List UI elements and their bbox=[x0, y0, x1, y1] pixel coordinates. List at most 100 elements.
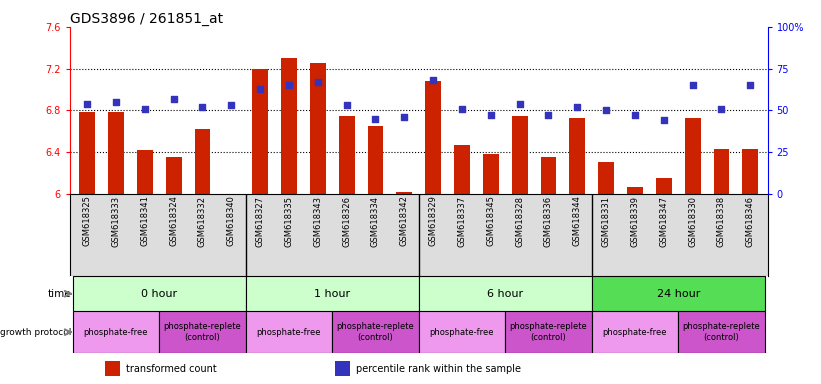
Bar bbox=[419, 276, 592, 311]
Text: GSM618327: GSM618327 bbox=[255, 195, 264, 247]
Text: phosphate-replete
(control): phosphate-replete (control) bbox=[510, 323, 587, 342]
Text: GDS3896 / 261851_at: GDS3896 / 261851_at bbox=[70, 12, 223, 26]
Text: 1 hour: 1 hour bbox=[314, 289, 351, 299]
Bar bbox=[333, 311, 419, 353]
Bar bbox=[713, 149, 729, 194]
Bar bbox=[245, 311, 333, 353]
Point bbox=[686, 82, 699, 88]
Text: 0 hour: 0 hour bbox=[141, 289, 177, 299]
Text: phosphate-replete
(control): phosphate-replete (control) bbox=[337, 323, 415, 342]
Point bbox=[427, 77, 440, 83]
Text: GSM618331: GSM618331 bbox=[602, 195, 611, 247]
Bar bbox=[419, 311, 505, 353]
Point bbox=[196, 104, 209, 110]
Text: GSM618347: GSM618347 bbox=[659, 195, 668, 247]
Text: GSM618328: GSM618328 bbox=[515, 195, 524, 247]
Text: GSM618337: GSM618337 bbox=[457, 195, 466, 247]
Text: GSM618332: GSM618332 bbox=[198, 195, 207, 247]
Bar bbox=[368, 126, 383, 194]
Text: percentile rank within the sample: percentile rank within the sample bbox=[356, 364, 521, 374]
Point bbox=[80, 101, 94, 107]
Bar bbox=[195, 129, 210, 194]
Point bbox=[599, 108, 612, 114]
Text: GSM618336: GSM618336 bbox=[544, 195, 553, 247]
Point bbox=[658, 118, 671, 124]
Bar bbox=[627, 187, 643, 194]
Text: phosphate-replete
(control): phosphate-replete (control) bbox=[682, 323, 760, 342]
Text: GSM618339: GSM618339 bbox=[631, 195, 640, 247]
Point bbox=[254, 86, 267, 92]
Bar bbox=[105, 361, 120, 376]
Point bbox=[167, 96, 180, 102]
Bar bbox=[245, 276, 419, 311]
Point bbox=[513, 101, 526, 107]
Point bbox=[744, 82, 757, 88]
Text: GSM618345: GSM618345 bbox=[486, 195, 495, 247]
Point bbox=[225, 102, 238, 108]
Text: phosphate-free: phosphate-free bbox=[257, 328, 321, 337]
Bar bbox=[685, 118, 700, 194]
Bar bbox=[511, 116, 528, 194]
Text: 24 hour: 24 hour bbox=[657, 289, 700, 299]
Bar bbox=[742, 149, 759, 194]
Text: GSM618342: GSM618342 bbox=[400, 195, 409, 247]
Text: GSM618338: GSM618338 bbox=[717, 195, 726, 247]
Point bbox=[340, 102, 353, 108]
Text: 6 hour: 6 hour bbox=[487, 289, 523, 299]
Bar bbox=[483, 154, 498, 194]
Text: GSM618346: GSM618346 bbox=[745, 195, 754, 247]
Text: phosphate-replete
(control): phosphate-replete (control) bbox=[163, 323, 241, 342]
Bar bbox=[339, 116, 355, 194]
Bar bbox=[159, 311, 245, 353]
Text: GSM618335: GSM618335 bbox=[284, 195, 293, 247]
Bar bbox=[656, 178, 672, 194]
Point bbox=[542, 113, 555, 119]
Bar bbox=[397, 192, 412, 194]
Text: transformed count: transformed count bbox=[126, 364, 217, 374]
Point bbox=[456, 106, 469, 112]
Point bbox=[369, 116, 382, 122]
Text: GSM618334: GSM618334 bbox=[371, 195, 380, 247]
Bar bbox=[570, 118, 585, 194]
Point bbox=[715, 106, 728, 112]
Bar bbox=[599, 162, 614, 194]
Bar bbox=[540, 157, 557, 194]
Bar bbox=[592, 311, 678, 353]
Bar bbox=[137, 150, 153, 194]
Text: time: time bbox=[48, 289, 71, 299]
Text: GSM618333: GSM618333 bbox=[112, 195, 121, 247]
Bar bbox=[79, 113, 95, 194]
Text: GSM618329: GSM618329 bbox=[429, 195, 438, 247]
Bar bbox=[335, 361, 351, 376]
Point bbox=[282, 82, 296, 88]
Bar bbox=[678, 311, 764, 353]
Bar bbox=[281, 58, 297, 194]
Text: phosphate-free: phosphate-free bbox=[603, 328, 667, 337]
Text: GSM618340: GSM618340 bbox=[227, 195, 236, 247]
Text: GSM618330: GSM618330 bbox=[688, 195, 697, 247]
Bar bbox=[166, 157, 181, 194]
Text: GSM618325: GSM618325 bbox=[83, 195, 92, 247]
Bar bbox=[505, 311, 592, 353]
Text: phosphate-free: phosphate-free bbox=[84, 328, 148, 337]
Point bbox=[109, 99, 122, 105]
Bar bbox=[73, 311, 159, 353]
Bar bbox=[73, 276, 245, 311]
Text: growth protocol: growth protocol bbox=[0, 328, 71, 337]
Text: phosphate-free: phosphate-free bbox=[429, 328, 494, 337]
Bar bbox=[108, 113, 124, 194]
Bar bbox=[592, 276, 764, 311]
Point bbox=[628, 113, 641, 119]
Text: GSM618324: GSM618324 bbox=[169, 195, 178, 247]
Point bbox=[397, 114, 410, 120]
Bar bbox=[454, 145, 470, 194]
Bar bbox=[310, 63, 326, 194]
Text: GSM618326: GSM618326 bbox=[342, 195, 351, 247]
Text: GSM618344: GSM618344 bbox=[573, 195, 582, 247]
Point bbox=[571, 104, 584, 110]
Point bbox=[484, 113, 498, 119]
Point bbox=[311, 79, 324, 85]
Bar bbox=[252, 69, 268, 194]
Point bbox=[138, 106, 151, 112]
Text: GSM618343: GSM618343 bbox=[314, 195, 323, 247]
